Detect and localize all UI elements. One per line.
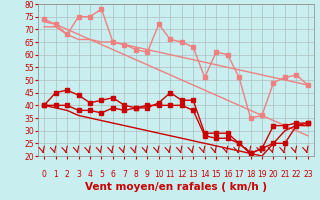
X-axis label: Vent moyen/en rafales ( km/h ): Vent moyen/en rafales ( km/h ) (85, 182, 267, 192)
